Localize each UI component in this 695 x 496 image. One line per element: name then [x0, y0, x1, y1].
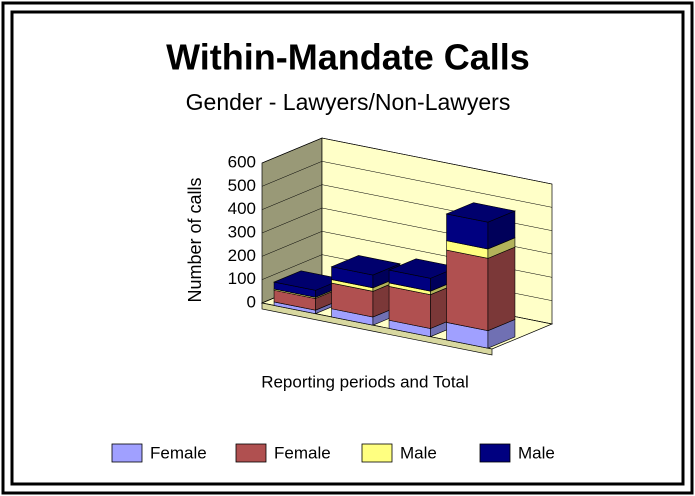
bar-front — [446, 249, 489, 332]
grid-line — [261, 137, 553, 185]
legend-label: Female — [274, 443, 331, 462]
legend-swatch — [361, 443, 393, 463]
x-axis-label: Reporting periods and Total — [261, 372, 469, 391]
bar-side — [487, 246, 516, 332]
y-tick-label: 300 — [228, 222, 256, 241]
y-tick-label: 0 — [247, 292, 256, 311]
bar-segment — [446, 246, 516, 332]
bar-segment — [445, 202, 516, 250]
y-axis-label: Number of calls — [185, 177, 205, 302]
y-tick-label: 500 — [228, 176, 256, 195]
chart-title: Within-Mandate Calls — [166, 37, 530, 78]
legend-label: Male — [400, 443, 437, 462]
grid-line — [261, 161, 553, 208]
legend-swatch — [479, 443, 511, 463]
legend-swatch — [235, 443, 267, 463]
bar-segment — [388, 258, 459, 292]
bar-top — [445, 202, 516, 223]
legend-label: Female — [150, 443, 207, 462]
chart-subtitle: Gender - Lawyers/Non-Lawyers — [186, 89, 511, 115]
y-tick-label: 600 — [228, 152, 256, 171]
bar-top — [330, 255, 401, 276]
legend-swatch — [111, 443, 143, 463]
y-tick-label: 100 — [228, 269, 256, 288]
y-tick-label: 200 — [228, 246, 256, 265]
y-tick-label: 400 — [228, 199, 256, 218]
legend-label: Male — [518, 443, 555, 462]
